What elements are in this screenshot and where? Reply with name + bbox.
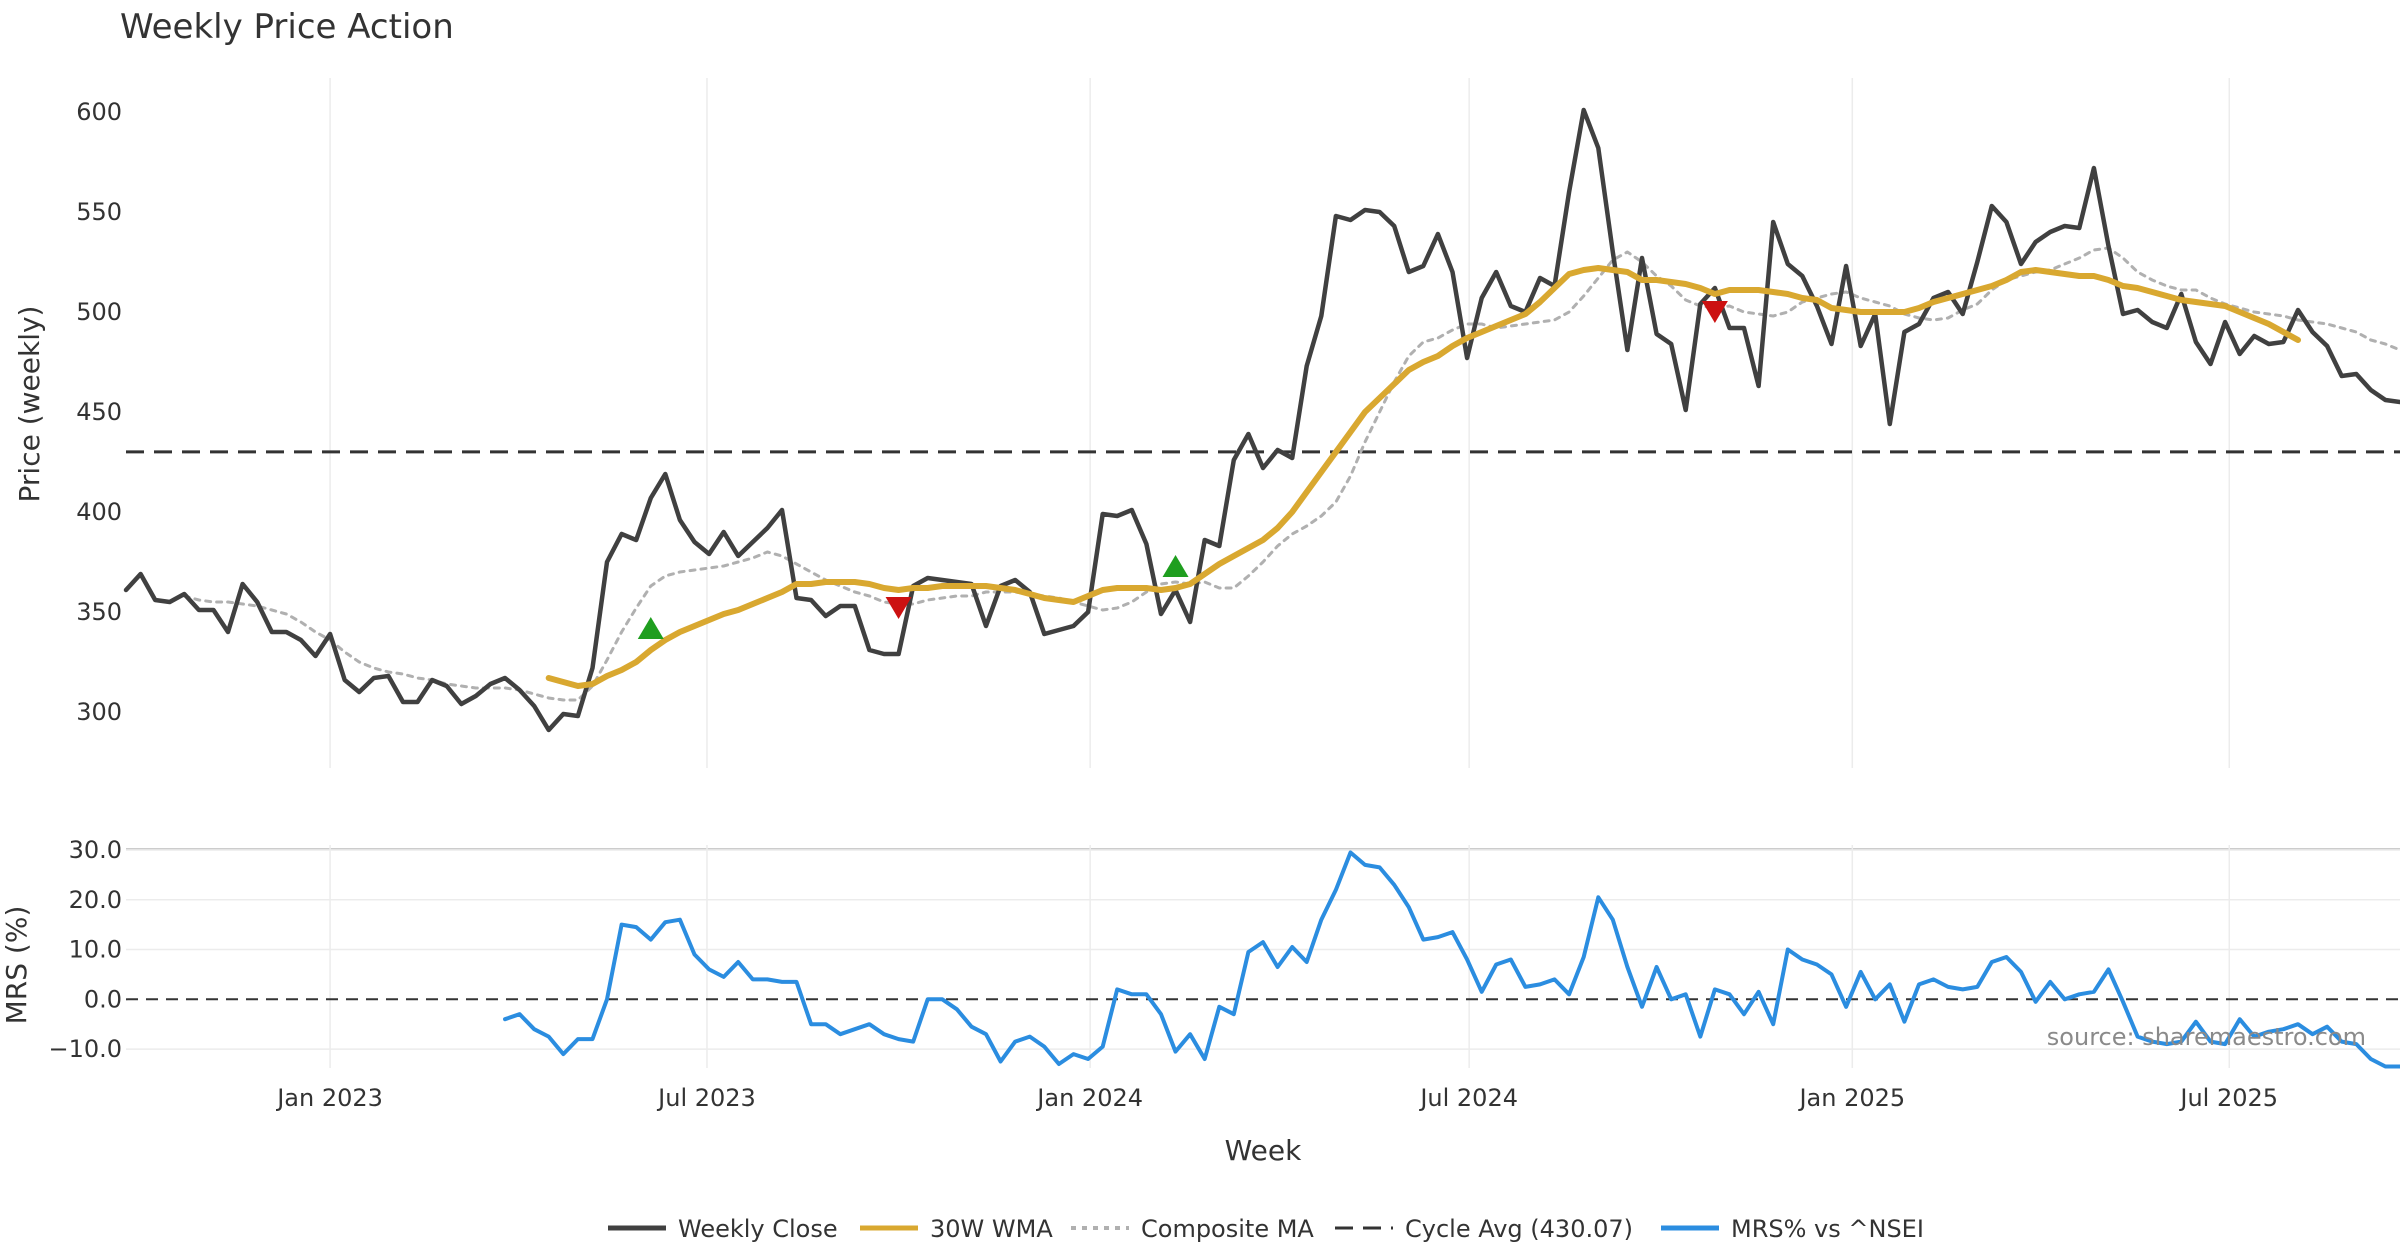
legend-label: MRS% vs ^NSEI	[1731, 1215, 1924, 1243]
x-ticks: Jan 2023 Jul 2023 Jan 2024 Jul 2024 Jan 2025…	[275, 1084, 2278, 1112]
price-series-group	[123, 107, 2400, 733]
mrs-y-tick-label: 10.0	[69, 936, 122, 964]
x-tick-label: Jul 2024	[1418, 1084, 1518, 1112]
price-grid	[329, 78, 2230, 768]
wma-30w-line	[545, 265, 2301, 689]
price-y-tick-label: 400	[76, 498, 122, 526]
x-tick-label: Jan 2025	[1797, 1084, 1905, 1112]
mrs-y-tick-label: 0.0	[84, 985, 122, 1013]
legend-label: 30W WMA	[930, 1215, 1053, 1243]
mrs-y-ticks: 30.0 20.0 10.0 0.0 −10.0	[48, 836, 122, 1063]
price-y-tick-label: 450	[76, 398, 122, 426]
mrs-series-group	[126, 850, 2400, 1069]
mrs-y-tick-label: 20.0	[69, 886, 122, 914]
price-y-tick-label: 550	[76, 198, 122, 226]
mrs-line	[503, 850, 2400, 1069]
signal-markers	[637, 301, 1728, 639]
legend: Weekly Close 30W WMA Composite MA Cycle Avg…	[608, 1215, 1924, 1243]
legend-label: Cycle Avg (430.07)	[1405, 1215, 1633, 1243]
mrs-y-tick-label: 30.0	[69, 836, 122, 864]
source-label: source: sharemaestro.com	[2047, 1023, 2366, 1051]
x-tick-label: Jan 2023	[275, 1084, 383, 1112]
sell-signal-marker	[1701, 301, 1728, 323]
legend-label: Weekly Close	[678, 1215, 838, 1243]
buy-signal-marker	[637, 617, 664, 639]
mrs-axis-title: MRS (%)	[0, 906, 33, 1025]
x-axis-title: Week	[1225, 1134, 1302, 1167]
composite-ma-line	[182, 246, 2400, 702]
chart-title: Weekly Price Action	[120, 7, 454, 47]
weekly-close-line	[123, 107, 2400, 733]
x-tick-label: Jul 2025	[2178, 1084, 2278, 1112]
price-axis-title: Price (weekly)	[13, 306, 46, 503]
buy-signal-marker	[1162, 555, 1189, 577]
mrs-grid	[126, 845, 2400, 1068]
price-y-tick-label: 350	[76, 598, 122, 626]
legend-label: Composite MA	[1141, 1215, 1314, 1243]
price-y-ticks: 300 350 400 450 500 550 600	[76, 98, 122, 726]
price-y-tick-label: 300	[76, 698, 122, 726]
price-y-tick-label: 600	[76, 98, 122, 126]
x-tick-label: Jan 2024	[1035, 1084, 1143, 1112]
price-y-tick-label: 500	[76, 298, 122, 326]
x-tick-label: Jul 2023	[656, 1084, 756, 1112]
sell-signal-marker	[885, 597, 912, 619]
mrs-y-tick-label: −10.0	[48, 1035, 122, 1063]
